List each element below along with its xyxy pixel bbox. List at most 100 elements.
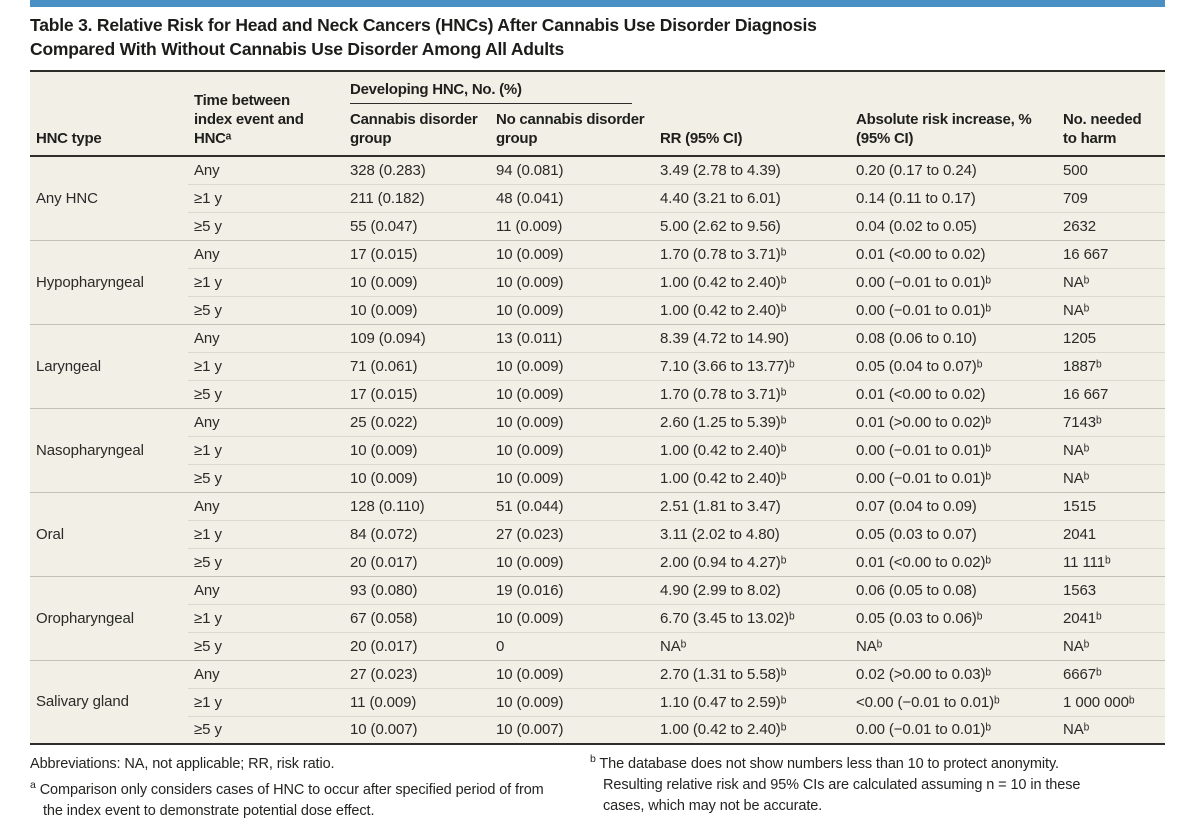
cell-time-period: ≥1 y xyxy=(188,603,344,632)
cell-time-period: ≥5 y xyxy=(188,295,344,324)
cell-absolute-risk-increase: 0.20 (0.17 to 0.24) xyxy=(850,155,1058,184)
cell-time-period: ≥1 y xyxy=(188,351,344,380)
cell-hnc-type: Salivary gland xyxy=(30,659,188,744)
table-row: ≥5 y 10 (0.009) 10 (0.009) 1.00 (0.42 to 2.… xyxy=(30,295,1166,324)
cell-absolute-risk-increase: 0.05 (0.03 to 0.06)ᵇ xyxy=(850,603,1058,632)
cell-absolute-risk-increase: 0.01 (<0.00 to 0.02) xyxy=(850,379,1058,408)
cell-cannabis-group-n: 71 (0.061) xyxy=(344,351,490,380)
table-row: ≥5 y 17 (0.015) 10 (0.009) 1.70 (0.78 to 3.… xyxy=(30,379,1166,408)
footnote-b-text: The database does not show numbers less … xyxy=(599,756,1081,814)
cell-number-needed-to-harm: NAᵇ xyxy=(1057,715,1166,744)
cell-cannabis-group-n: 55 (0.047) xyxy=(344,211,490,240)
cell-no-cannabis-group-n: 0 xyxy=(490,631,655,660)
table-row: ≥1 y 71 (0.061) 10 (0.009) 7.10 (3.66 to 13… xyxy=(30,351,1166,380)
cell-number-needed-to-harm: 1205 xyxy=(1057,323,1166,352)
cell-no-cannabis-group-n: 51 (0.044) xyxy=(490,491,655,520)
cell-no-cannabis-group-n: 10 (0.009) xyxy=(490,351,655,380)
cell-number-needed-to-harm: 2041ᵇ xyxy=(1057,603,1166,632)
table-figure: Table 3. Relative Risk for Head and Neck… xyxy=(30,0,1166,822)
cell-rr: 3.11 (2.02 to 4.80) xyxy=(654,519,851,548)
cell-no-cannabis-group-n: 10 (0.009) xyxy=(490,379,655,408)
cell-time-period: Any xyxy=(188,575,344,604)
table-title-line2: Compared With Without Cannabis Use Disor… xyxy=(30,39,565,59)
cell-absolute-risk-increase: 0.00 (−0.01 to 0.01)ᵇ xyxy=(850,295,1058,324)
table-title-line1: Table 3. Relative Risk for Head and Neck… xyxy=(30,15,817,35)
header-rr: RR (95% CI) xyxy=(660,130,743,147)
cell-cannabis-group-n: 10 (0.009) xyxy=(344,435,490,464)
cell-rr: NAᵇ xyxy=(654,631,851,660)
cell-number-needed-to-harm: 1515 xyxy=(1057,491,1166,520)
cell-number-needed-to-harm: 6667ᵇ xyxy=(1057,659,1166,688)
cell-number-needed-to-harm: 16 667 xyxy=(1057,379,1166,408)
footnote-a: a Comparison only considers cases of HNC… xyxy=(30,780,548,822)
table-row: ≥1 y 84 (0.072) 27 (0.023) 3.11 (2.02 to 4.… xyxy=(30,519,1166,548)
table-row: ≥5 y 10 (0.009) 10 (0.009) 1.00 (0.42 to 2.… xyxy=(30,463,1166,492)
cell-absolute-risk-increase: 0.07 (0.04 to 0.09) xyxy=(850,491,1058,520)
table-row: Hypopharyngeal Any 17 (0.015) 10 (0.009) 1.7… xyxy=(30,239,1166,324)
cell-rr: 1.70 (0.78 to 3.71)ᵇ xyxy=(654,239,851,268)
header-no-cannabis-group: No cannabis disorder group xyxy=(496,111,645,147)
cell-number-needed-to-harm: NAᵇ xyxy=(1057,295,1166,324)
cell-rr: 1.70 (0.78 to 3.71)ᵇ xyxy=(654,379,851,408)
cell-no-cannabis-group-n: 48 (0.041) xyxy=(490,183,655,212)
cell-cannabis-group-n: 10 (0.009) xyxy=(344,295,490,324)
cell-absolute-risk-increase: 0.01 (<0.00 to 0.02)ᵇ xyxy=(850,547,1058,576)
cell-no-cannabis-group-n: 10 (0.009) xyxy=(490,435,655,464)
table-row: ≥1 y 11 (0.009) 10 (0.009) 1.10 (0.47 to 2.… xyxy=(30,687,1166,716)
table-row: Nasopharyngeal Any 25 (0.022) 10 (0.009) 2.6… xyxy=(30,407,1166,492)
cell-rr: 2.70 (1.31 to 5.58)ᵇ xyxy=(654,659,851,688)
cell-number-needed-to-harm: 709 xyxy=(1057,183,1166,212)
cell-rr: 4.90 (2.99 to 8.02) xyxy=(654,575,851,604)
footnote-column-right: b The database does not show numbers les… xyxy=(590,754,1118,822)
cell-time-period: Any xyxy=(188,155,344,184)
cell-time-period: ≥1 y xyxy=(188,183,344,212)
relative-risk-table: HNC type Time between index event and HN… xyxy=(30,70,1166,745)
cell-time-period: ≥5 y xyxy=(188,715,344,744)
cell-no-cannabis-group-n: 10 (0.009) xyxy=(490,463,655,492)
accent-bar xyxy=(30,0,1165,7)
header-absolute-risk-increase: Absolute risk increase, % (95% CI) xyxy=(856,111,1032,147)
cell-number-needed-to-harm: 7143ᵇ xyxy=(1057,407,1166,436)
cell-rr: 6.70 (3.45 to 13.02)ᵇ xyxy=(654,603,851,632)
cell-time-period: ≥5 y xyxy=(188,211,344,240)
cell-hnc-type: Oral xyxy=(30,491,188,576)
cell-absolute-risk-increase: 0.05 (0.03 to 0.07) xyxy=(850,519,1058,548)
table-row: ≥1 y 211 (0.182) 48 (0.041) 4.40 (3.21 to 6… xyxy=(30,183,1166,212)
cell-number-needed-to-harm: 11 111ᵇ xyxy=(1057,547,1166,576)
cell-rr: 4.40 (3.21 to 6.01) xyxy=(654,183,851,212)
table-row: ≥5 y 55 (0.047) 11 (0.009) 5.00 (2.62 to 9.… xyxy=(30,211,1166,240)
cell-rr: 1.00 (0.42 to 2.40)ᵇ xyxy=(654,715,851,744)
cell-rr: 1.00 (0.42 to 2.40)ᵇ xyxy=(654,267,851,296)
cell-number-needed-to-harm: NAᵇ xyxy=(1057,267,1166,296)
cell-time-period: ≥1 y xyxy=(188,435,344,464)
table-row: Oropharyngeal Any 93 (0.080) 19 (0.016) 4.90… xyxy=(30,575,1166,660)
footnote-b: b The database does not show numbers les… xyxy=(590,754,1118,817)
table-row: ≥1 y 10 (0.009) 10 (0.009) 1.00 (0.42 to 2.… xyxy=(30,267,1166,296)
cell-cannabis-group-n: 10 (0.009) xyxy=(344,463,490,492)
cell-number-needed-to-harm: NAᵇ xyxy=(1057,435,1166,464)
cell-cannabis-group-n: 11 (0.009) xyxy=(344,687,490,716)
cell-number-needed-to-harm: NAᵇ xyxy=(1057,631,1166,660)
cell-rr: 3.49 (2.78 to 4.39) xyxy=(654,155,851,184)
abbreviations-note: Abbreviations: NA, not applicable; RR, r… xyxy=(30,756,335,772)
table-title: Table 3. Relative Risk for Head and Neck… xyxy=(30,13,1165,61)
footnote-a-marker: a xyxy=(30,779,36,792)
cell-rr: 1.00 (0.42 to 2.40)ᵇ xyxy=(654,295,851,324)
cell-cannabis-group-n: 25 (0.022) xyxy=(344,407,490,436)
cell-absolute-risk-increase: 0.02 (>0.00 to 0.03)ᵇ xyxy=(850,659,1058,688)
cell-time-period: Any xyxy=(188,323,344,352)
cell-cannabis-group-n: 67 (0.058) xyxy=(344,603,490,632)
table-body: Any HNC Any 328 (0.283) 94 (0.081) 3.49 (2.7… xyxy=(30,155,1166,744)
cell-number-needed-to-harm: 1563 xyxy=(1057,575,1166,604)
cell-cannabis-group-n: 211 (0.182) xyxy=(344,183,490,212)
cell-number-needed-to-harm: 16 667 xyxy=(1057,239,1166,268)
cell-rr: 7.10 (3.66 to 13.77)ᵇ xyxy=(654,351,851,380)
cell-hnc-type: Hypopharyngeal xyxy=(30,239,188,324)
table-row: ≥1 y 67 (0.058) 10 (0.009) 6.70 (3.45 to 13… xyxy=(30,603,1166,632)
cell-number-needed-to-harm: 1887ᵇ xyxy=(1057,351,1166,380)
cell-cannabis-group-n: 17 (0.015) xyxy=(344,379,490,408)
cell-no-cannabis-group-n: 10 (0.009) xyxy=(490,239,655,268)
footnote-a-text: Comparison only considers cases of HNC t… xyxy=(39,782,544,819)
footnote-b-marker: b xyxy=(590,753,596,766)
cell-cannabis-group-n: 109 (0.094) xyxy=(344,323,490,352)
